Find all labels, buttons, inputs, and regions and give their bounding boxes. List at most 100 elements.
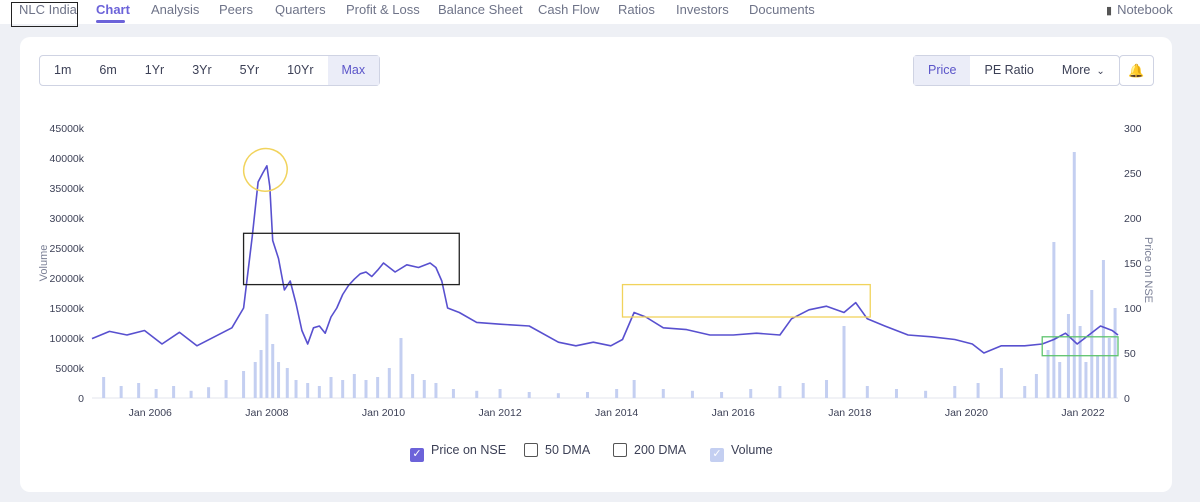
tab-balance-sheet[interactable]: Balance Sheet [438, 2, 523, 17]
volume-bar [976, 383, 980, 398]
volume-bar [265, 314, 269, 398]
annotations [242, 147, 1119, 357]
volume-bar [556, 393, 560, 398]
x-tick-label: Jan 2014 [595, 407, 638, 419]
volume-bar [1078, 326, 1082, 398]
range-3yr-button[interactable]: 3Yr [192, 63, 212, 77]
volume-bar [119, 386, 123, 398]
x-tick-label: Jan 2006 [129, 407, 172, 419]
price-line [91, 165, 1119, 354]
volume-bar [615, 389, 619, 398]
volume-bar [364, 380, 368, 398]
book-icon: ▮ [1106, 5, 1113, 17]
volume-bar [1034, 374, 1038, 398]
volume-bar [1101, 260, 1105, 398]
volume-bar [778, 386, 782, 398]
range-max-button[interactable]: Max [327, 56, 380, 85]
volume-bar [527, 392, 531, 398]
volume-bar [825, 380, 829, 398]
metric-more-button[interactable]: More ⌄ [1048, 56, 1119, 85]
y-right-tick-label: 300 [1124, 123, 1142, 135]
y-right-tick-label: 200 [1124, 213, 1142, 225]
volume-bar [475, 390, 479, 398]
tab-analysis[interactable]: Analysis [151, 2, 200, 17]
volume-bar [999, 368, 1003, 398]
legend-volume[interactable]: ✓ Volume [710, 443, 773, 462]
tab-ratios[interactable]: Ratios [618, 2, 655, 17]
range-5yr-button[interactable]: 5Yr [239, 63, 260, 77]
annotation-box-green [1041, 336, 1119, 357]
checkbox-checked-icon: ✓ [410, 448, 424, 462]
y-right-tick-label: 250 [1124, 168, 1142, 180]
tab-chart[interactable]: Chart [96, 2, 130, 17]
volume-bar [154, 389, 158, 398]
volume-bar [422, 380, 426, 398]
volume-bar [749, 389, 753, 398]
x-tick-label: Jan 2010 [362, 407, 405, 419]
x-tick-label: Jan 2020 [945, 407, 988, 419]
x-tick-label: Jan 2022 [1061, 407, 1104, 419]
metric-price-button[interactable]: Price [914, 56, 971, 85]
volume-bar [498, 389, 502, 398]
volume-bar [242, 371, 246, 398]
y-left-tick-label: 0 [78, 393, 84, 405]
range-10yr-button[interactable]: 10Yr [287, 63, 314, 77]
volume-bar [1090, 290, 1094, 398]
volume-bar [399, 338, 403, 398]
tab-profit-loss[interactable]: Profit & Loss [346, 2, 420, 17]
volume-bar [306, 383, 310, 398]
active-tab-indicator [96, 20, 125, 23]
legend-volume-label: Volume [731, 443, 773, 457]
legend-price-label: Price on NSE [431, 443, 507, 457]
notebook-link[interactable]: ▮ Notebook [1106, 2, 1173, 17]
chevron-down-icon: ⌄ [1096, 66, 1105, 77]
legend-200dma-label: 200 DMA [634, 443, 687, 457]
volume-bar [1096, 356, 1100, 398]
volume-bar [253, 362, 257, 398]
volume-bar [661, 389, 665, 398]
nav-company-name[interactable]: NLC India [19, 2, 77, 17]
volume-bar [271, 344, 275, 398]
y-right-tick-label: 150 [1124, 258, 1142, 270]
volume-bar [1084, 362, 1088, 398]
range-6m-button[interactable]: 6m [99, 63, 117, 77]
notebook-label: Notebook [1117, 2, 1173, 17]
volume-bar [953, 386, 957, 398]
y-left-ticks: 0 5000k 10000k 15000k 20000k 25000k 30000k 3500… [50, 123, 85, 405]
legend-200dma[interactable]: 200 DMA [613, 443, 686, 457]
legend-50dma-label: 50 DMA [545, 443, 591, 457]
volume-bar [102, 377, 106, 398]
legend-50dma[interactable]: 50 DMA [524, 443, 590, 457]
volume-bar [189, 390, 193, 398]
volume-bar [1113, 308, 1117, 398]
y-right-ticks: 0 50 100 150 200 250 300 [1124, 123, 1142, 405]
range-1yr-button[interactable]: 1Yr [144, 63, 165, 77]
annotation-box-company [11, 2, 78, 27]
y-left-tick-label: 40000k [50, 153, 85, 165]
tab-quarters[interactable]: Quarters [275, 2, 326, 17]
volume-bar [172, 386, 176, 398]
y-left-axis-label: Volume [38, 245, 50, 282]
volume-bar [224, 380, 228, 398]
tab-peers[interactable]: Peers [219, 2, 253, 17]
checkbox-empty-icon [613, 443, 627, 457]
legend-price[interactable]: ✓ Price on NSE [410, 443, 506, 462]
alert-button[interactable]: 🔔 [1119, 55, 1154, 86]
checkbox-checked-icon: ✓ [710, 448, 724, 462]
volume-bar [801, 383, 805, 398]
volume-bar [277, 362, 281, 398]
tab-documents[interactable]: Documents [749, 2, 815, 17]
top-navigation: NLC India Chart Analysis Peers Quarters … [0, 0, 1200, 27]
volume-bar [632, 380, 636, 398]
volume-bar [376, 377, 380, 398]
metric-pe-ratio-button[interactable]: PE Ratio [984, 63, 1034, 77]
tab-cash-flow[interactable]: Cash Flow [538, 2, 600, 17]
volume-bar [1046, 350, 1050, 398]
range-1m-button[interactable]: 1m [54, 63, 72, 77]
tab-investors[interactable]: Investors [676, 2, 729, 17]
volume-bar [317, 386, 321, 398]
volume-bar [1052, 242, 1056, 398]
volume-bar [1023, 386, 1027, 398]
y-right-tick-label: 50 [1124, 348, 1136, 360]
